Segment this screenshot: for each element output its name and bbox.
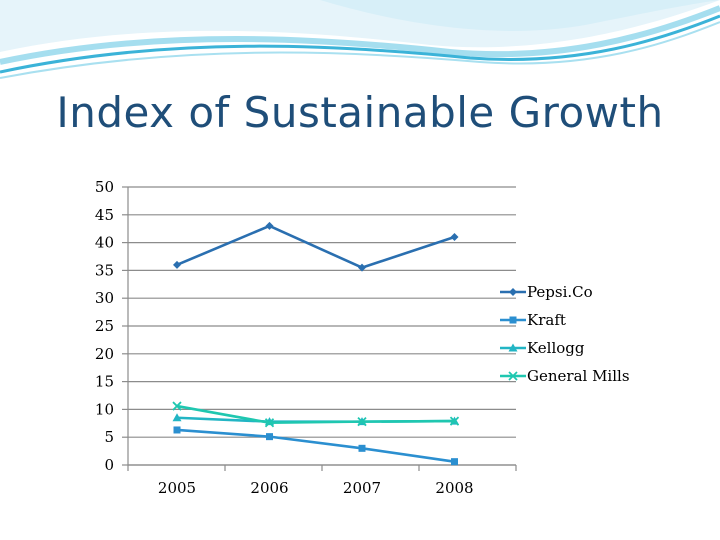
y-tick-label: 10 <box>95 400 114 418</box>
x-tick-label: 2007 <box>343 479 381 497</box>
series-line <box>176 428 455 463</box>
y-tick-label: 5 <box>104 428 114 446</box>
legend-label: General Mills <box>527 367 630 385</box>
y-tick-label: 20 <box>95 345 114 363</box>
legend-item: Kellogg <box>500 339 585 357</box>
data-point <box>358 263 366 272</box>
legend-label: Pepsi.Co <box>527 283 593 301</box>
data-point <box>265 221 274 230</box>
y-tick-label: 30 <box>95 289 114 307</box>
x-tick-label: 2008 <box>435 479 473 497</box>
y-tick-label: 35 <box>95 261 114 279</box>
x-axis-tick-labels: 2005 2006 2007 2008 <box>158 479 474 497</box>
y-tick-label: 50 <box>95 178 114 196</box>
y-tick-label: 45 <box>95 206 114 224</box>
y-tick-label: 0 <box>104 456 114 474</box>
legend-marker <box>509 288 517 296</box>
data-point <box>358 444 366 452</box>
data-point <box>449 416 460 426</box>
data-point <box>173 426 181 434</box>
x-tick-label: 2006 <box>250 479 288 497</box>
legend-item: Kraft <box>500 311 566 329</box>
legend-item: General Mills <box>500 367 630 385</box>
y-axis-tick-labels: 0 5 10 15 20 25 30 35 40 45 50 <box>95 178 114 474</box>
series-layer <box>172 221 460 466</box>
data-point <box>450 233 459 242</box>
y-tick-label: 40 <box>95 234 114 252</box>
series-general-mills <box>172 401 460 428</box>
series-line <box>176 404 455 425</box>
legend-marker <box>508 343 518 352</box>
legend-item: Pepsi.Co <box>500 283 593 301</box>
data-point <box>172 413 182 422</box>
axes <box>127 187 517 471</box>
x-tick-label: 2005 <box>158 479 196 497</box>
data-point <box>357 416 367 427</box>
legend-label: Kellogg <box>527 339 585 357</box>
page-title: Index of Sustainable Growth <box>56 88 664 137</box>
series-pepsi-co <box>173 221 459 272</box>
legend-label: Kraft <box>527 311 566 329</box>
data-point <box>264 418 275 428</box>
data-point <box>266 433 273 441</box>
y-tick-label: 25 <box>95 317 114 335</box>
series-line <box>176 224 455 269</box>
y-tick-label: 15 <box>95 373 114 391</box>
legend: Pepsi.Co Kraft Kellogg General Mills <box>500 283 630 385</box>
series-kraft <box>173 426 458 466</box>
legend-marker <box>508 371 518 381</box>
data-point <box>451 458 458 466</box>
header-swoosh-decoration <box>0 0 720 79</box>
data-point <box>173 260 181 269</box>
data-point <box>172 401 182 411</box>
legend-marker <box>509 316 517 324</box>
